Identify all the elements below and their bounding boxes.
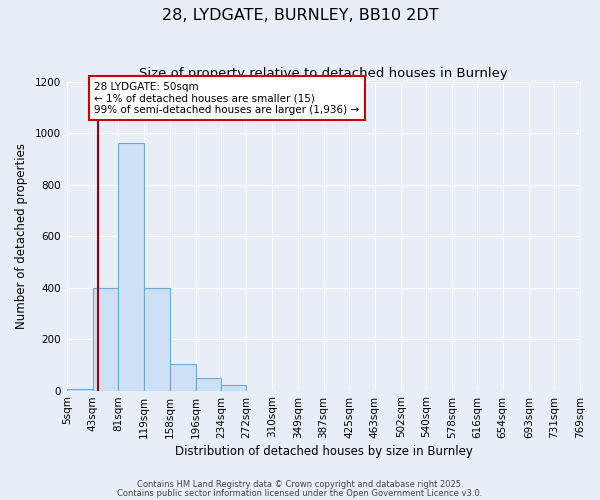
Bar: [196, 378, 221, 390]
Bar: [170, 364, 196, 390]
Text: Contains public sector information licensed under the Open Government Licence v3: Contains public sector information licen…: [118, 488, 482, 498]
Text: Contains HM Land Registry data © Crown copyright and database right 2025.: Contains HM Land Registry data © Crown c…: [137, 480, 463, 489]
Y-axis label: Number of detached properties: Number of detached properties: [15, 143, 28, 329]
Bar: [118, 144, 144, 390]
Text: 28 LYDGATE: 50sqm
← 1% of detached houses are smaller (15)
99% of semi-detached : 28 LYDGATE: 50sqm ← 1% of detached house…: [94, 82, 359, 115]
Bar: [221, 386, 247, 390]
X-axis label: Distribution of detached houses by size in Burnley: Distribution of detached houses by size …: [175, 444, 473, 458]
Bar: [144, 288, 170, 391]
Bar: [93, 288, 118, 391]
Title: Size of property relative to detached houses in Burnley: Size of property relative to detached ho…: [139, 68, 508, 80]
Text: 28, LYDGATE, BURNLEY, BB10 2DT: 28, LYDGATE, BURNLEY, BB10 2DT: [161, 8, 439, 22]
